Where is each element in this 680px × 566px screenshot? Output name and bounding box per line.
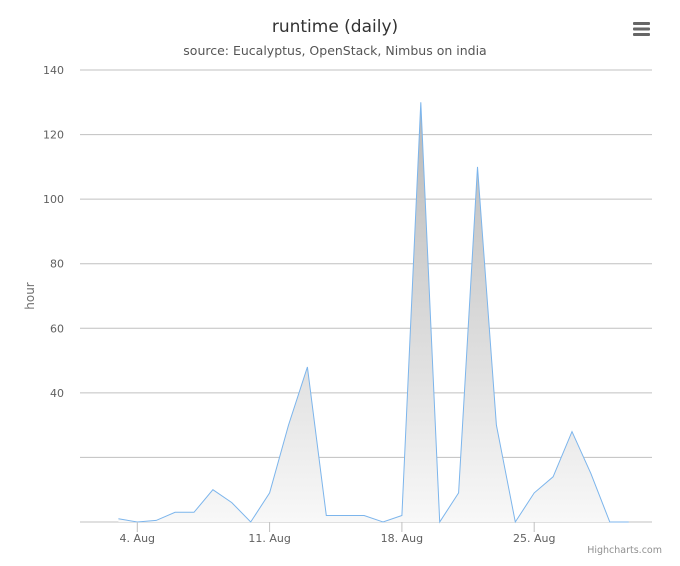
x-axis: 4. Aug 11. Aug 18. Aug 25. Aug — [120, 522, 555, 545]
data-point[interactable] — [190, 508, 198, 516]
y-tick-label: 60 — [50, 322, 64, 335]
credits-link[interactable]: Highcharts.com — [587, 545, 662, 556]
series-line — [118, 102, 629, 524]
data-point[interactable] — [114, 515, 122, 523]
grid-lines — [80, 69, 652, 523]
x-tick-label: 11. Aug — [248, 532, 290, 545]
data-point[interactable] — [322, 512, 330, 520]
data-point[interactable] — [455, 489, 463, 497]
chart-subtitle: source: Eucalyptus, OpenStack, Nimbus on… — [183, 43, 486, 58]
data-point[interactable] — [379, 518, 387, 526]
data-point[interactable] — [303, 363, 311, 371]
y-axis: 40 60 80 100 120 140 — [43, 64, 64, 400]
data-point[interactable] — [587, 470, 595, 478]
y-tick-label: 140 — [43, 64, 64, 77]
y-tick-label: 40 — [50, 387, 64, 400]
data-point[interactable] — [474, 163, 482, 171]
y-tick-label: 80 — [50, 258, 64, 271]
data-point[interactable] — [530, 489, 538, 497]
hamburger-menu-icon[interactable] — [628, 16, 654, 42]
y-tick-label: 120 — [43, 129, 64, 142]
plot-area — [114, 98, 633, 526]
data-point[interactable] — [492, 421, 500, 429]
data-point[interactable] — [568, 428, 576, 436]
y-tick-label: 100 — [43, 193, 64, 206]
data-point[interactable] — [266, 489, 274, 497]
series-area-fill — [118, 102, 629, 523]
data-point[interactable] — [152, 516, 160, 524]
data-point[interactable] — [398, 512, 406, 520]
x-tick-label: 4. Aug — [120, 532, 155, 545]
data-point[interactable] — [436, 518, 444, 526]
chart-title: runtime (daily) — [272, 17, 398, 37]
data-point[interactable] — [625, 518, 633, 526]
data-point[interactable] — [285, 421, 293, 429]
data-point[interactable] — [341, 512, 349, 520]
data-point[interactable] — [247, 518, 255, 526]
x-tick-label: 25. Aug — [513, 532, 555, 545]
x-tick-label: 18. Aug — [381, 532, 423, 545]
data-point[interactable] — [228, 499, 236, 507]
data-point[interactable] — [171, 508, 179, 516]
data-point[interactable] — [209, 486, 217, 494]
data-point[interactable] — [511, 518, 519, 526]
data-point[interactable] — [417, 98, 425, 106]
data-point[interactable] — [549, 473, 557, 481]
data-point[interactable] — [606, 518, 614, 526]
y-axis-title: hour — [23, 282, 37, 310]
data-point[interactable] — [360, 512, 368, 520]
